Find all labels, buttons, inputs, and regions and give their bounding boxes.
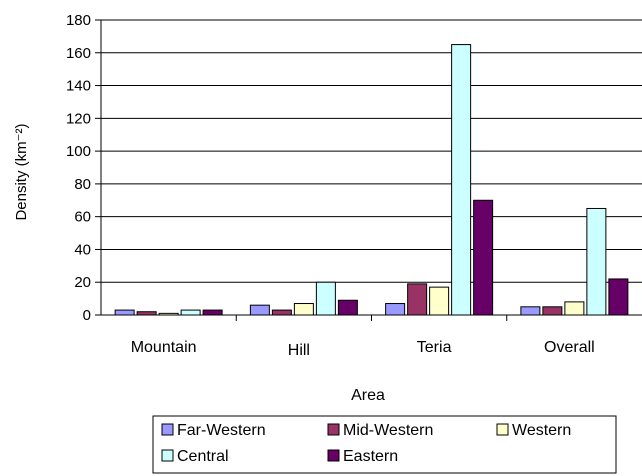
bar-western-hill <box>293 303 314 316</box>
y-tick-label: 100 <box>66 143 91 160</box>
bar-eastern-hill <box>337 299 358 316</box>
axes <box>95 19 642 321</box>
bar-far-western-overall <box>520 306 541 316</box>
legend-label-central: Central <box>177 448 229 465</box>
bar-central-hill <box>315 281 336 316</box>
legend-swatch-central <box>161 449 174 462</box>
y-tick-label: 0 <box>83 307 91 324</box>
gridlines <box>101 19 642 283</box>
x-axis-title: Area <box>351 387 385 404</box>
x-category-label: Overall <box>544 339 595 356</box>
x-category-labels: Mountain Hill Teria Overall <box>131 339 595 359</box>
bar-central-overall <box>586 207 607 316</box>
x-category-label: Teria <box>417 339 452 356</box>
x-category-label: Hill <box>288 342 310 359</box>
bar-western-teria <box>429 286 450 316</box>
legend-frame <box>152 415 617 474</box>
legend-label-western: Western <box>512 422 571 439</box>
bar-eastern-overall <box>608 278 629 316</box>
bar-mid-western-teria <box>407 283 428 316</box>
legend-swatch-eastern <box>327 449 340 462</box>
legend-label-mid-western: Mid-Western <box>343 422 433 439</box>
legend: Far-Western Mid-Western Western Central East… <box>152 415 617 474</box>
y-tick-label: 140 <box>66 78 91 95</box>
y-tick-label: 40 <box>74 241 91 258</box>
y-axis-title: Density (km⁻²) <box>13 123 30 220</box>
bar-far-western-mountain <box>114 309 135 316</box>
bar-far-western-teria <box>385 303 406 316</box>
bar-western-overall <box>564 301 585 316</box>
bar-far-western-hill <box>249 304 270 316</box>
bar-central-teria <box>451 44 472 316</box>
legend-swatch-mid-western <box>327 423 340 436</box>
x-category-label: Mountain <box>131 339 197 356</box>
bar-eastern-teria <box>473 199 494 316</box>
bar-mid-western-overall <box>542 306 563 316</box>
y-tick-label: 120 <box>66 110 91 127</box>
y-tick-label: 180 <box>66 12 91 29</box>
legend-swatch-far-western <box>161 423 174 436</box>
bar-central-mountain <box>180 309 201 316</box>
y-tick-label: 60 <box>74 209 91 226</box>
y-tick-label: 20 <box>74 274 91 291</box>
y-tick-labels: 0 20 40 60 80 100 120 140 160 180 <box>66 12 91 324</box>
legend-swatch-western <box>496 423 509 436</box>
legend-label-far-western: Far-Western <box>177 422 266 439</box>
legend-label-eastern: Eastern <box>343 448 398 465</box>
bar-eastern-mountain <box>202 309 223 316</box>
y-tick-label: 80 <box>74 176 91 193</box>
y-tick-label: 160 <box>66 45 91 62</box>
bar-mid-western-hill <box>271 309 292 316</box>
